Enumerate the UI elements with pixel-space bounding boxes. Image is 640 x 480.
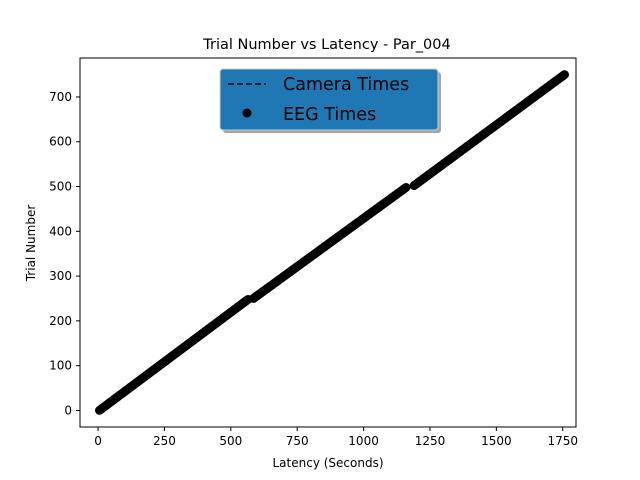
y-tick-label: 0: [64, 403, 72, 417]
y-axis-label: Trial Number: [24, 205, 38, 283]
x-tick-label: 1000: [348, 434, 379, 448]
legend-eeg-times-swatch: [242, 108, 252, 118]
plot-frame: [79, 57, 577, 428]
y-tick-label: 300: [49, 269, 72, 283]
x-tick-label: 500: [219, 434, 242, 448]
chart-title: Trial Number vs Latency - Par_004: [202, 37, 450, 53]
legend-box: [219, 68, 439, 131]
y-tick-label: 500: [49, 180, 72, 194]
eeg-time-point: [401, 183, 411, 192]
x-tick-label: 1250: [415, 434, 446, 448]
y-tick-label: 700: [49, 90, 72, 104]
x-axis: 0 250 500 750 1000 1250 1500 1750: [94, 427, 578, 448]
eeg-time-point: [560, 70, 569, 79]
x-tick-label: 0: [94, 434, 102, 448]
y-axis: 0 100 200 300 400 500 600 700: [49, 90, 80, 417]
legend-eeg-times-label: EEG Times: [283, 105, 376, 125]
y-tick-label: 600: [49, 135, 72, 149]
x-tick-label: 750: [286, 434, 309, 448]
legend: Camera Times EEG Times: [219, 68, 441, 133]
y-tick-label: 200: [49, 314, 72, 328]
legend-camera-times-label: Camera Times: [283, 75, 409, 95]
plot-marks: [94, 70, 569, 415]
y-tick-label: 100: [49, 359, 72, 373]
y-tick-label: 400: [49, 224, 72, 238]
eeg-times-series: [94, 70, 569, 415]
x-tick-label: 250: [153, 434, 176, 448]
x-tick-label: 1500: [481, 434, 512, 448]
x-tick-label: 1750: [547, 434, 578, 448]
x-axis-label: Latency (Seconds): [272, 456, 383, 470]
